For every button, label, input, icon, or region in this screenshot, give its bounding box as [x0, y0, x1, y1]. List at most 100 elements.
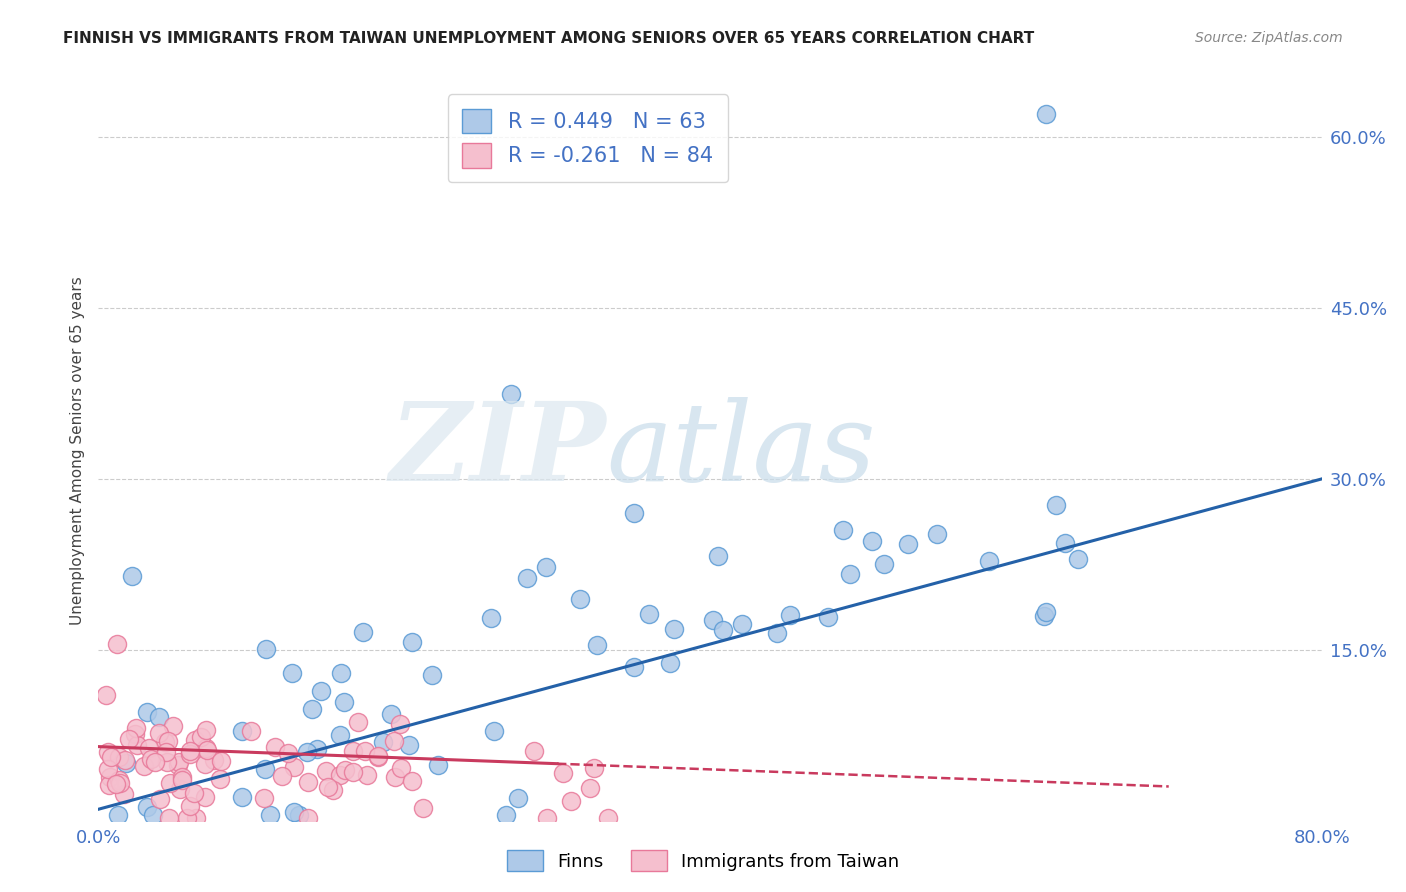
Y-axis label: Unemployment Among Seniors over 65 years: Unemployment Among Seniors over 65 years — [69, 277, 84, 624]
Point — [307, 742, 329, 756]
Point — [179, 747, 201, 761]
Point — [1033, 609, 1056, 624]
Point — [354, 744, 377, 758]
Point — [329, 665, 352, 680]
Point — [329, 768, 352, 782]
Point — [97, 745, 120, 759]
Point — [118, 731, 141, 746]
Point — [159, 776, 181, 790]
Point — [495, 808, 517, 822]
Point — [209, 754, 232, 768]
Text: atlas: atlas — [606, 397, 876, 504]
Point — [170, 772, 193, 787]
Point — [412, 801, 434, 815]
Point — [155, 745, 177, 759]
Point — [124, 727, 146, 741]
Point — [731, 616, 754, 631]
Point — [401, 774, 423, 789]
Point — [254, 641, 277, 656]
Point — [482, 723, 505, 738]
Point — [316, 780, 339, 795]
Point — [367, 749, 389, 764]
Point — [169, 782, 191, 797]
Point — [277, 747, 299, 761]
Point — [156, 756, 179, 770]
Point — [179, 798, 201, 813]
Point — [779, 608, 801, 623]
Point — [110, 776, 132, 790]
Point — [389, 717, 412, 731]
Point — [297, 775, 319, 789]
Point — [121, 568, 143, 582]
Point — [534, 560, 557, 574]
Point — [352, 625, 374, 640]
Point — [162, 719, 184, 733]
Point — [765, 626, 787, 640]
Point — [638, 607, 661, 621]
Point — [583, 761, 606, 775]
Text: Source: ZipAtlas.com: Source: ZipAtlas.com — [1195, 31, 1343, 45]
Point — [183, 786, 205, 800]
Point — [176, 811, 198, 825]
Point — [112, 787, 135, 801]
Point — [166, 757, 188, 772]
Point — [596, 811, 619, 825]
Point — [141, 752, 163, 766]
Point — [1035, 606, 1057, 620]
Point — [329, 728, 352, 742]
Point — [707, 549, 730, 563]
Point — [838, 567, 860, 582]
Point — [190, 730, 212, 744]
Text: ZIP: ZIP — [389, 397, 606, 504]
Point — [107, 750, 129, 764]
Point — [427, 758, 450, 772]
Point — [107, 808, 129, 822]
Point — [136, 800, 159, 814]
Point — [283, 759, 305, 773]
Point — [346, 715, 368, 730]
Point — [389, 761, 412, 775]
Point — [1053, 536, 1076, 550]
Point — [568, 591, 591, 606]
Point — [713, 623, 735, 637]
Point — [193, 756, 215, 771]
Point — [927, 527, 949, 541]
Point — [860, 533, 883, 548]
Point — [253, 790, 276, 805]
Point — [105, 637, 128, 651]
Point — [184, 811, 207, 825]
Point — [202, 753, 225, 767]
Point — [194, 790, 217, 805]
Point — [322, 782, 344, 797]
Point — [114, 753, 136, 767]
Text: FINNISH VS IMMIGRANTS FROM TAIWAN UNEMPLOYMENT AMONG SENIORS OVER 65 YEARS CORRE: FINNISH VS IMMIGRANTS FROM TAIWAN UNEMPL… — [63, 31, 1035, 46]
Point — [579, 780, 602, 795]
Point — [311, 683, 333, 698]
Point — [136, 705, 159, 719]
Point — [384, 770, 406, 784]
Point — [184, 733, 207, 747]
Point — [1045, 498, 1067, 512]
Point — [172, 770, 194, 784]
Point — [97, 762, 120, 776]
Point — [315, 764, 337, 778]
Point — [586, 638, 609, 652]
Point — [832, 523, 855, 537]
Point — [342, 765, 364, 780]
Point — [115, 756, 138, 770]
Point — [100, 749, 122, 764]
Point — [506, 791, 529, 805]
Point — [209, 772, 232, 786]
Point — [333, 695, 356, 709]
Point — [1035, 107, 1057, 121]
Point — [659, 656, 682, 670]
Legend: R = 0.449   N = 63, R = -0.261   N = 84: R = 0.449 N = 63, R = -0.261 N = 84 — [447, 95, 728, 182]
Point — [195, 742, 218, 756]
Point — [264, 739, 287, 754]
Point — [380, 706, 402, 721]
Point — [195, 741, 218, 756]
Point — [702, 614, 724, 628]
Point — [148, 709, 170, 723]
Point — [240, 723, 263, 738]
Point — [148, 726, 170, 740]
